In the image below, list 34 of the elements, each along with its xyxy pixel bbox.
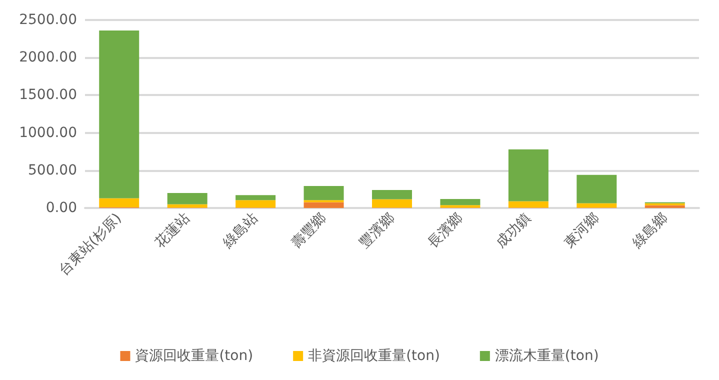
legend-label: 資源回收重量(ton): [135, 348, 254, 364]
bar: [99, 30, 140, 198]
y-tick-label: 2000.00: [19, 50, 77, 66]
bar: [99, 198, 140, 208]
x-tick-label: 東河鄉: [561, 210, 602, 252]
y-tick-label: 500.00: [28, 162, 77, 178]
y-tick-label: 1000.00: [19, 124, 77, 141]
x-tick-label: 綠島站: [219, 210, 262, 252]
legend-label: 漂流木重量(ton): [494, 348, 599, 364]
y-tick-label: 0.00: [46, 200, 77, 216]
bar: [372, 190, 412, 200]
y-tick-label: 2500.00: [19, 12, 77, 28]
bar: [576, 203, 617, 208]
bar: [236, 195, 276, 200]
bar: [508, 149, 548, 202]
bar: [167, 192, 208, 204]
bar: [304, 186, 344, 200]
x-tick-label: 長濱鄉: [424, 210, 466, 252]
legend-label: 非資源回收重量(ton): [308, 348, 440, 364]
y-tick-label: 1500.00: [19, 87, 77, 104]
bar: [372, 199, 412, 208]
x-tick-label: 壽豐鄉: [288, 210, 330, 252]
bar: [576, 174, 617, 204]
bar: [644, 205, 685, 208]
bar: [167, 204, 208, 208]
bar: [236, 200, 276, 208]
bar: [304, 202, 344, 208]
x-tick-label: 成功鎮: [493, 210, 534, 252]
x-tick-label: 花蓮站: [152, 210, 193, 252]
bar: [508, 201, 548, 208]
bar: [440, 199, 480, 206]
x-tick-label: 豐濱鄉: [356, 210, 398, 252]
x-tick-label: 綠島鄉: [628, 210, 671, 252]
bar: [440, 205, 480, 208]
